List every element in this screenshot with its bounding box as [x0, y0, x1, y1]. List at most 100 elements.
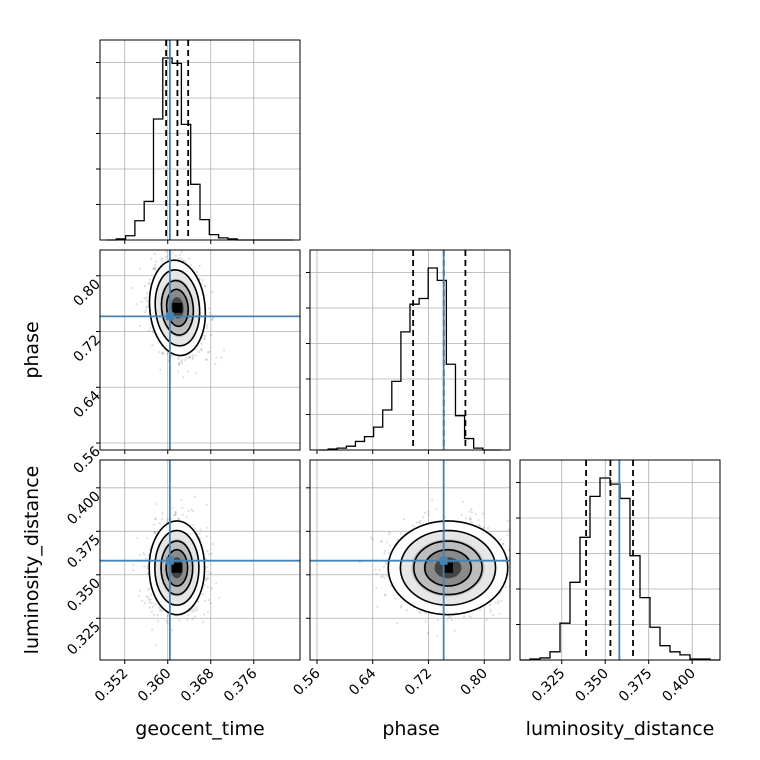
sample-point [150, 257, 153, 261]
histogram-geocent_time [106, 57, 294, 241]
sample-point [515, 594, 517, 596]
sample-point [180, 250, 183, 254]
sample-point [203, 338, 206, 341]
sample-point [130, 286, 134, 290]
sample-point [180, 362, 183, 365]
sample-point [193, 609, 196, 612]
sample-point [212, 316, 215, 320]
sample-point [190, 508, 193, 511]
sample-point [135, 303, 138, 306]
sample-point [419, 519, 422, 523]
sample-point [160, 608, 163, 611]
sample-point [162, 230, 164, 232]
sample-point [417, 521, 420, 524]
sample-point [381, 574, 384, 578]
sample-point [201, 283, 204, 286]
sample-point [205, 503, 208, 506]
sample-point [206, 324, 209, 327]
corner-panels: 0.325 0.350 0.375 0.4000.560.640.720.800.35… [64, 39, 721, 706]
sample-point [177, 357, 180, 361]
sample-point [422, 515, 425, 519]
panel-frame [309, 459, 511, 661]
sample-point [153, 523, 156, 526]
sample-point [149, 587, 152, 590]
sample-point [154, 602, 157, 606]
y-tick-label: 0.325 [64, 619, 104, 659]
sample-point [143, 553, 146, 557]
sample-point [384, 549, 387, 553]
sample-point [469, 508, 473, 511]
sample-point [468, 518, 471, 521]
sample-point [471, 511, 474, 514]
panel-frame [519, 459, 721, 661]
sample-point [375, 586, 378, 589]
panel-hist-geocent_time [96, 39, 301, 244]
sample-point [181, 358, 184, 362]
sample-point [206, 585, 210, 589]
sample-point [461, 500, 465, 503]
sample-point [144, 308, 148, 311]
sample-point [423, 511, 427, 514]
sample-point [206, 566, 209, 569]
sample-point [188, 355, 192, 359]
sample-point [507, 548, 510, 551]
sample-point [194, 615, 197, 618]
sample-point [152, 268, 155, 271]
sample-point [370, 536, 373, 539]
sample-point [152, 267, 155, 270]
density-peak [442, 562, 453, 573]
sample-point [218, 596, 221, 599]
sample-point [385, 562, 388, 565]
sample-point [491, 613, 495, 617]
sample-point [191, 358, 194, 361]
sample-point [418, 611, 421, 614]
sample-point [177, 517, 180, 520]
sample-point [132, 563, 135, 566]
sample-point [149, 593, 152, 596]
sample-point [446, 619, 449, 622]
sample-point [177, 257, 181, 260]
sample-point [211, 318, 214, 322]
sample-point [146, 564, 149, 567]
sample-point [143, 565, 146, 568]
sample-point [375, 572, 378, 575]
sample-point [479, 524, 482, 528]
contour-line [387, 520, 509, 616]
sample-point [166, 352, 169, 355]
sample-point [152, 613, 155, 617]
sample-point [165, 619, 168, 623]
sample-point [203, 334, 206, 338]
sample-point [161, 245, 163, 247]
sample-point [171, 629, 174, 632]
contour-line [160, 279, 195, 336]
x-tick-label: 0.360 [135, 666, 175, 706]
sample-point [137, 595, 141, 598]
sample-point [160, 257, 164, 260]
sample-point [188, 355, 191, 359]
sample-point [514, 574, 516, 576]
sample-point [460, 513, 463, 516]
sample-point [394, 597, 397, 600]
contour-line [154, 269, 201, 347]
xlabel-geocent-time: geocent_time [135, 718, 264, 740]
sample-point [496, 601, 500, 605]
sample-point [403, 518, 406, 521]
x-tick-label: 0.400 [659, 666, 699, 706]
sample-point [160, 610, 164, 613]
sample-point [203, 337, 206, 340]
sample-point [211, 290, 214, 293]
sample-point [488, 604, 492, 607]
sample-point [384, 594, 387, 597]
sample-point [485, 618, 488, 621]
sample-point [206, 577, 209, 580]
truth-marker [439, 556, 448, 565]
sample-point [191, 354, 194, 357]
sample-point [468, 614, 471, 617]
sample-point [189, 264, 193, 267]
sample-point [380, 575, 383, 578]
sample-point [148, 282, 151, 286]
sample-point [400, 604, 403, 607]
sample-point [164, 255, 168, 258]
